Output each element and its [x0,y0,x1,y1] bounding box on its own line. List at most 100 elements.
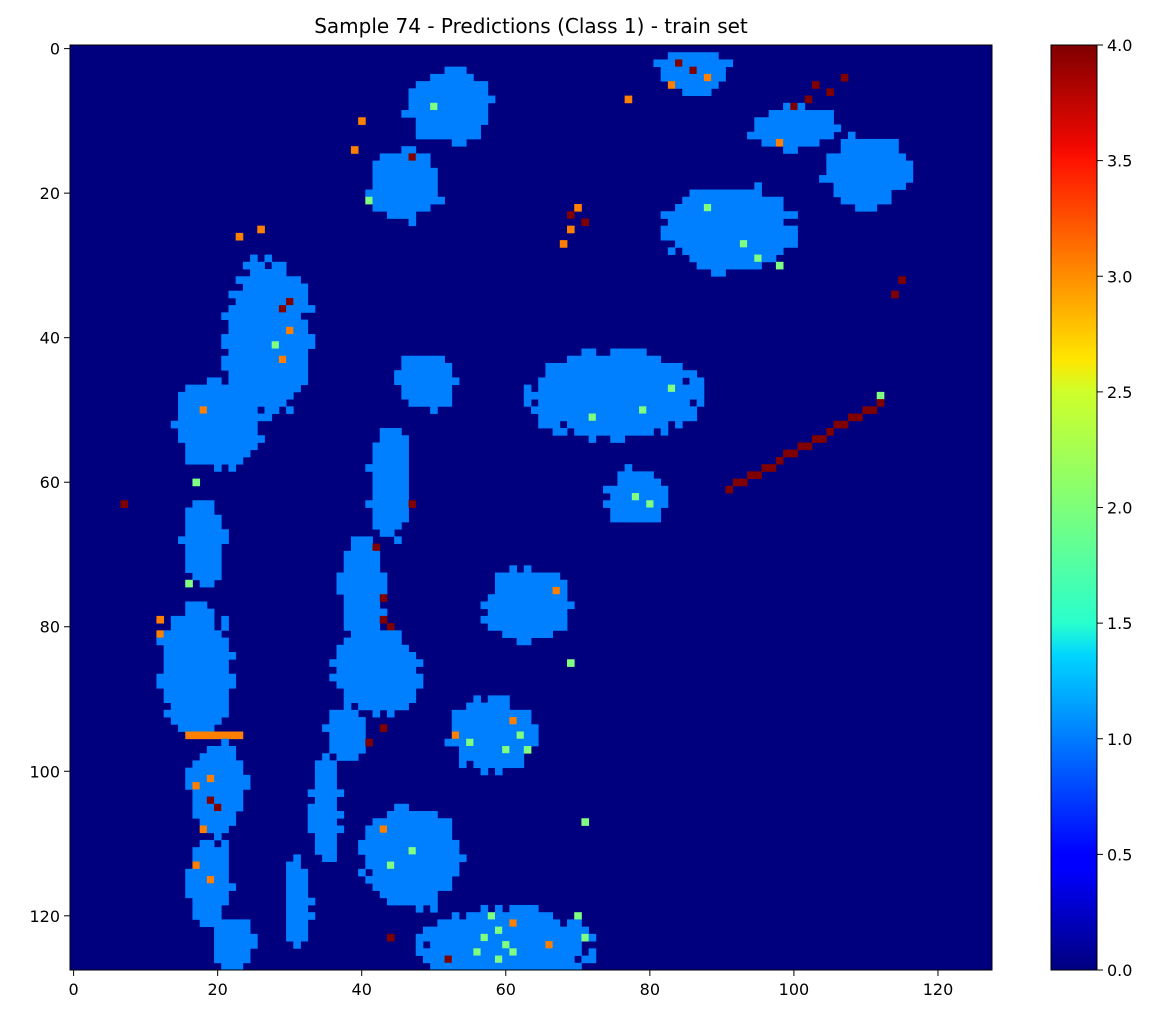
heatmap-cell [883,175,892,183]
heatmap-cell [206,615,215,624]
heatmap-cell [199,825,208,834]
heatmap-cell [603,500,611,508]
heatmap-cell [307,811,316,819]
heatmap-cell [444,95,453,104]
heatmap-cell [603,391,611,400]
heatmap-cell [300,897,309,906]
heatmap-cell [408,897,417,906]
heatmap-cell [278,305,287,313]
heatmap-cell [199,673,208,682]
heatmap-cell [415,868,424,877]
heatmap-cell [883,182,892,190]
heatmap-cell [689,384,698,393]
heatmap-cell [458,760,467,769]
heatmap-cell [783,117,791,125]
heatmap-cell [372,702,381,711]
heatmap-cell [876,399,885,407]
heatmap-cell [516,586,525,595]
heatmap-cell [372,601,381,610]
heatmap-cell [466,933,474,942]
heatmap-cell [610,377,618,386]
heatmap-cell [192,420,201,429]
heatmap-cell [379,153,388,162]
heatmap-cell [509,753,517,761]
heatmap-cell [386,854,395,863]
heatmap-cell [430,861,438,870]
heatmap-cell [242,435,251,443]
heatmap-cell [768,254,777,263]
heatmap-cell [487,717,496,725]
heatmap-cell [401,702,409,711]
heatmap-cell [264,341,273,349]
heatmap-cell [408,868,417,877]
heatmap-cell [185,695,193,704]
heatmap-cell [401,471,409,479]
heatmap-cell [430,955,438,964]
heatmap-cell [271,334,280,342]
heatmap-cell [170,717,179,725]
heatmap-cell [437,962,445,971]
heatmap-cell [228,789,237,797]
heatmap-cell [228,290,237,299]
heatmap-cell [430,926,438,935]
heatmap-cell [394,861,402,870]
heatmap-cell [394,500,402,508]
heatmap-cell [430,189,438,198]
heatmap-cell [567,406,575,414]
heatmap-cell [386,630,395,638]
heatmap-cell [473,912,481,920]
heatmap-cell [293,933,301,942]
heatmap-cell [451,948,460,956]
heatmap-cell [487,731,496,740]
heatmap-cell [386,464,395,472]
heatmap-cell [379,167,388,176]
heatmap-cell [444,941,453,949]
colorbar-tick-label: 1.0 [1107,730,1132,749]
heatmap-cell [703,254,712,263]
heatmap-cell [480,941,489,949]
heatmap-cell [790,102,798,111]
heatmap-cell [458,709,467,718]
heatmap-cell [394,428,402,436]
heatmap-cell [458,948,467,956]
heatmap-cell [581,399,590,407]
heatmap-cell [430,377,438,386]
heatmap-cell [905,175,914,183]
heatmap-cell [876,167,885,176]
heatmap-cell [372,579,381,588]
heatmap-cell [624,478,633,487]
heatmap-cell [516,919,525,928]
heatmap-cell [667,211,676,219]
heatmap-cell [257,413,265,422]
heatmap-cell [206,839,215,848]
heatmap-cell [365,832,373,841]
heatmap-cell [199,774,208,783]
heatmap-cell [199,536,208,545]
heatmap-cell [739,254,748,263]
heatmap-cell [286,861,294,870]
heatmap-cell [214,449,222,458]
heatmap-cell [394,897,402,906]
heatmap-cell [437,399,445,407]
heatmap-cell [264,269,273,277]
heatmap-cell [379,839,388,848]
heatmap-cell [869,196,878,205]
heatmap-cell [516,579,525,588]
heatmap-cell [228,377,237,386]
heatmap-cell [653,355,662,364]
heatmap-cell [458,73,467,82]
heatmap-cell [178,615,186,624]
heatmap-cell [516,760,525,769]
heatmap-cell [523,919,532,928]
heatmap-cell [386,500,395,508]
heatmap-cell [163,709,172,718]
heatmap-cell [509,601,517,610]
heatmap-cell [847,182,856,190]
heatmap-cell [192,456,201,465]
heatmap-cell [675,406,683,414]
heatmap-cell [401,377,409,386]
heatmap-cell [192,695,201,704]
heatmap-cell [603,399,611,407]
heatmap-cell [603,355,611,364]
heatmap-cell [221,955,229,964]
